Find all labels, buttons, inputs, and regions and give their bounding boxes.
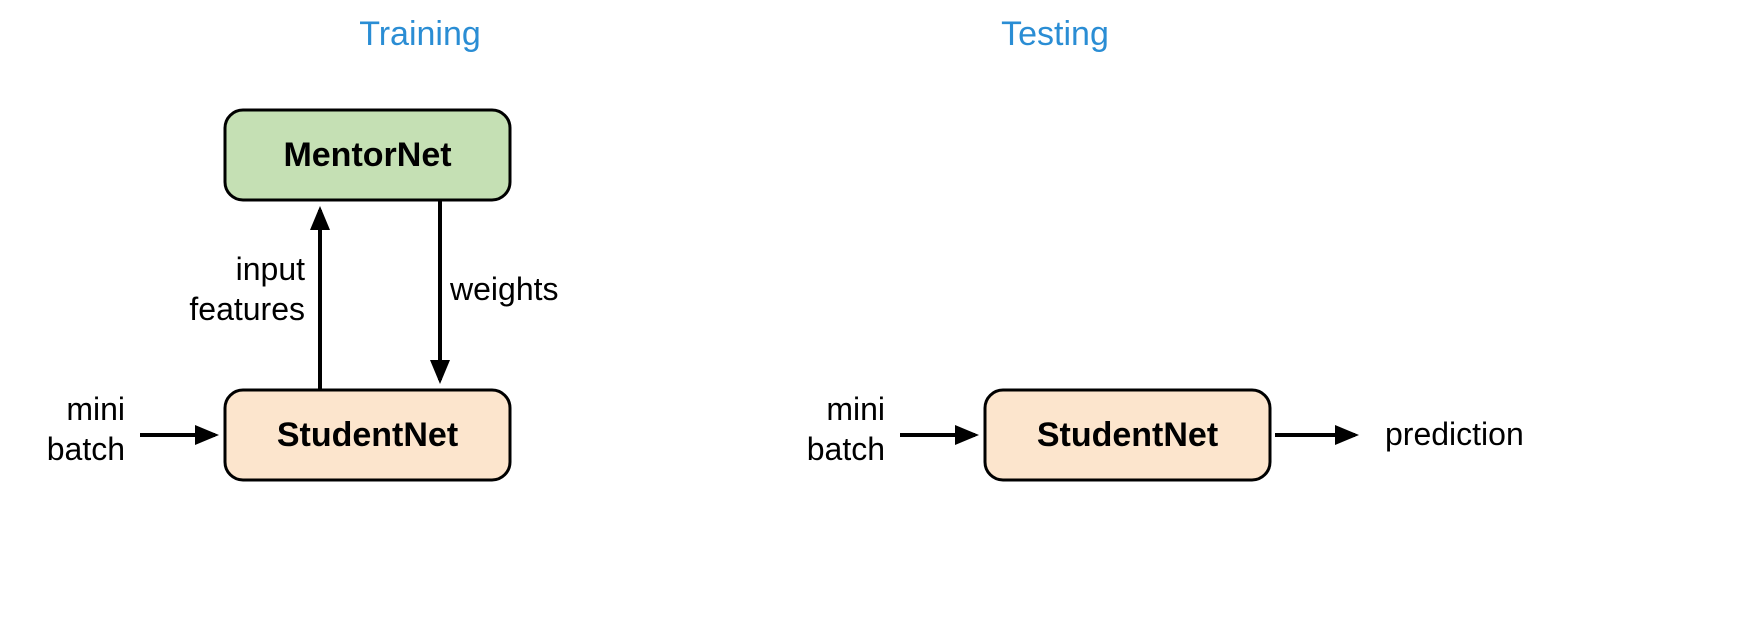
label-mini_batch_2b: batch (807, 431, 885, 467)
label-mini_batch_2a: mini (826, 391, 885, 427)
student1-label: StudentNet (277, 416, 458, 454)
mentor-label: MentorNet (283, 136, 451, 174)
label-input_features_b: features (189, 291, 305, 327)
testing-title: Testing (1001, 15, 1109, 53)
label-weights: weights (449, 271, 559, 307)
label-prediction: prediction (1385, 416, 1524, 452)
training-title: Training (359, 15, 481, 53)
label-mini_batch_1b: batch (47, 431, 125, 467)
label-input_features_a: input (236, 251, 306, 287)
student2-label: StudentNet (1037, 416, 1218, 454)
label-mini_batch_1a: mini (66, 391, 125, 427)
